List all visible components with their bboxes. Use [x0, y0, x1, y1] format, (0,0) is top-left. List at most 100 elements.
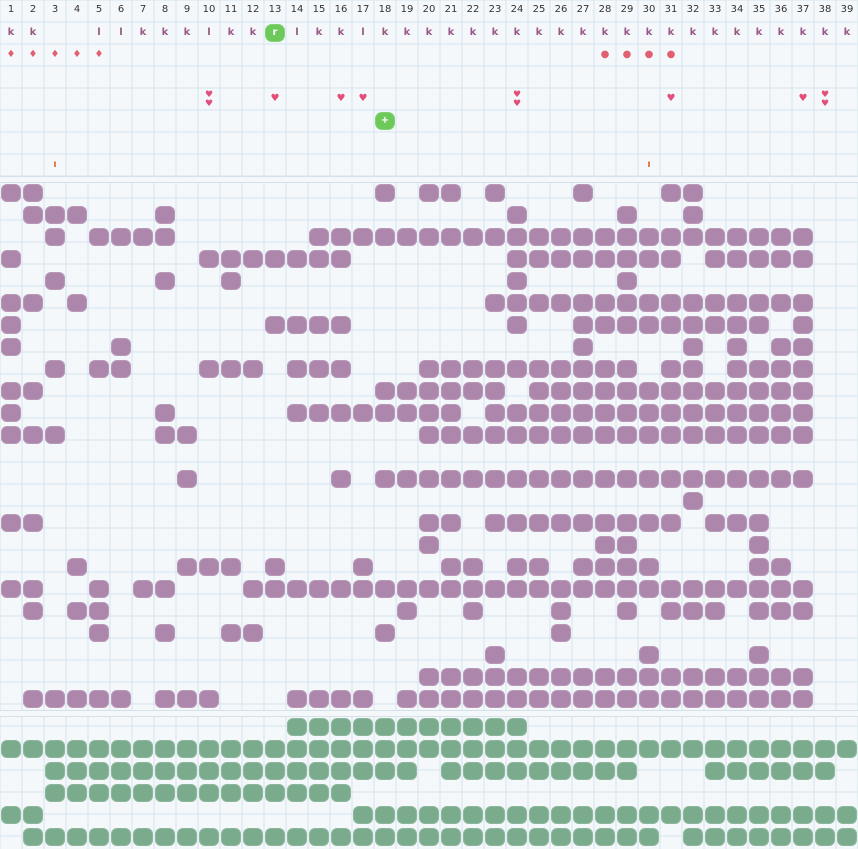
purple-block[interactable]: [154, 402, 176, 424]
green-block[interactable]: [330, 738, 352, 760]
green-block[interactable]: [792, 738, 814, 760]
green-block[interactable]: [792, 826, 814, 848]
green-block[interactable]: [396, 760, 418, 782]
purple-block[interactable]: [330, 688, 352, 710]
green-block[interactable]: [814, 738, 836, 760]
green-block[interactable]: [616, 826, 638, 848]
purple-block[interactable]: [704, 248, 726, 270]
purple-block[interactable]: [594, 380, 616, 402]
purple-block[interactable]: [154, 578, 176, 600]
purple-block[interactable]: [550, 226, 572, 248]
green-block[interactable]: [66, 760, 88, 782]
purple-block[interactable]: [352, 578, 374, 600]
green-block[interactable]: [154, 738, 176, 760]
purple-block[interactable]: [572, 402, 594, 424]
purple-block[interactable]: [440, 468, 462, 490]
purple-block[interactable]: [374, 622, 396, 644]
green-block[interactable]: [770, 804, 792, 826]
purple-block[interactable]: [484, 666, 506, 688]
purple-block[interactable]: [220, 556, 242, 578]
green-block[interactable]: [242, 760, 264, 782]
purple-block[interactable]: [572, 336, 594, 358]
purple-block[interactable]: [352, 556, 374, 578]
purple-block[interactable]: [616, 226, 638, 248]
purple-block[interactable]: [682, 424, 704, 446]
purple-block[interactable]: [462, 358, 484, 380]
purple-block[interactable]: [572, 556, 594, 578]
purple-block[interactable]: [66, 600, 88, 622]
purple-block[interactable]: [660, 600, 682, 622]
purple-block[interactable]: [550, 622, 572, 644]
purple-block[interactable]: [704, 600, 726, 622]
purple-block[interactable]: [550, 358, 572, 380]
purple-block[interactable]: [550, 292, 572, 314]
green-block[interactable]: [220, 826, 242, 848]
purple-block[interactable]: [594, 402, 616, 424]
green-block[interactable]: [616, 760, 638, 782]
purple-block[interactable]: [528, 248, 550, 270]
green-block[interactable]: [198, 760, 220, 782]
purple-block[interactable]: [330, 468, 352, 490]
green-block[interactable]: [66, 782, 88, 804]
purple-block[interactable]: [704, 380, 726, 402]
purple-block[interactable]: [792, 358, 814, 380]
purple-block[interactable]: [572, 380, 594, 402]
purple-block[interactable]: [286, 248, 308, 270]
green-block[interactable]: [308, 716, 330, 738]
purple-block[interactable]: [528, 292, 550, 314]
purple-block[interactable]: [418, 402, 440, 424]
purple-block[interactable]: [22, 292, 44, 314]
purple-block[interactable]: [682, 468, 704, 490]
green-block[interactable]: [550, 760, 572, 782]
purple-block[interactable]: [374, 402, 396, 424]
purple-block[interactable]: [44, 226, 66, 248]
purple-block[interactable]: [396, 402, 418, 424]
purple-block[interactable]: [0, 402, 22, 424]
green-block[interactable]: [44, 760, 66, 782]
purple-block[interactable]: [572, 358, 594, 380]
purple-block[interactable]: [220, 358, 242, 380]
purple-block[interactable]: [0, 512, 22, 534]
green-block[interactable]: [572, 760, 594, 782]
purple-block[interactable]: [88, 358, 110, 380]
green-block[interactable]: [726, 760, 748, 782]
purple-block[interactable]: [594, 248, 616, 270]
green-block[interactable]: [396, 738, 418, 760]
green-block[interactable]: [506, 716, 528, 738]
green-block[interactable]: [352, 738, 374, 760]
green-block[interactable]: [748, 804, 770, 826]
purple-block[interactable]: [616, 270, 638, 292]
purple-block[interactable]: [770, 556, 792, 578]
green-block[interactable]: [506, 760, 528, 782]
purple-block[interactable]: [176, 688, 198, 710]
purple-block[interactable]: [594, 512, 616, 534]
purple-block[interactable]: [638, 402, 660, 424]
green-block[interactable]: [286, 760, 308, 782]
purple-block[interactable]: [506, 358, 528, 380]
purple-block[interactable]: [704, 688, 726, 710]
purple-block[interactable]: [748, 578, 770, 600]
green-item[interactable]: +: [374, 110, 396, 132]
purple-block[interactable]: [660, 248, 682, 270]
purple-block[interactable]: [770, 380, 792, 402]
purple-block[interactable]: [396, 600, 418, 622]
purple-block[interactable]: [572, 424, 594, 446]
purple-block[interactable]: [22, 424, 44, 446]
purple-block[interactable]: [770, 666, 792, 688]
purple-block[interactable]: [550, 666, 572, 688]
green-block[interactable]: [330, 760, 352, 782]
purple-block[interactable]: [660, 380, 682, 402]
purple-block[interactable]: [440, 688, 462, 710]
purple-block[interactable]: [418, 578, 440, 600]
purple-block[interactable]: [704, 468, 726, 490]
green-block[interactable]: [88, 826, 110, 848]
purple-block[interactable]: [638, 688, 660, 710]
purple-block[interactable]: [506, 292, 528, 314]
purple-block[interactable]: [726, 512, 748, 534]
purple-block[interactable]: [66, 556, 88, 578]
purple-block[interactable]: [616, 688, 638, 710]
purple-block[interactable]: [770, 600, 792, 622]
purple-block[interactable]: [242, 248, 264, 270]
green-block[interactable]: [22, 738, 44, 760]
purple-block[interactable]: [286, 314, 308, 336]
